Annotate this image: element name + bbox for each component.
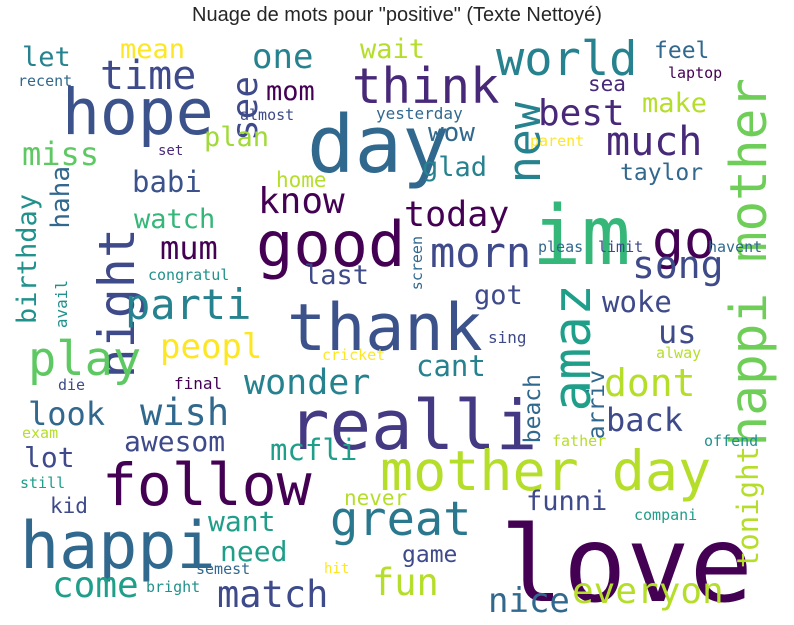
word-wonder: wonder [244,363,371,403]
word-beach: beach [520,374,546,444]
word-day: day [307,99,450,191]
word-follow: follow [102,451,312,519]
word-mother-day: mother day [380,439,712,503]
word-need: need [220,535,288,568]
word-song: song [632,243,724,287]
word-awesom: awesom [124,425,226,458]
word-plan: plan [204,122,270,153]
word-let: let [22,42,71,73]
word-make: make [642,88,708,119]
word-die: die [58,376,86,394]
word-game: game [402,542,458,568]
word-hit: hit [324,561,350,577]
word-bright: bright [146,578,201,596]
word-lot: lot [24,441,75,474]
word-set: set [158,143,184,159]
word-peopl: peopl [160,327,263,367]
word-wish: wish [140,391,230,434]
word-happi: happi [20,509,216,584]
chart-title: Nuage de mots pour "positive" (Texte Net… [192,4,602,26]
word-good: good [256,208,406,281]
word-screen: screen [408,236,426,291]
word-best: best [538,93,625,134]
word-congratul: congratul [148,266,230,284]
word-cloud: love im day realli thank happi hope good follow m… [12,36,784,618]
word-want: want [208,505,276,538]
word-today: today [404,195,510,235]
word-go: go [652,210,716,271]
word-birthday: birthday [12,194,43,325]
word-cricket: cricket [322,346,386,364]
word-sing: sing [488,328,527,347]
word-still: still [20,474,66,492]
word-semest: semest [196,560,251,578]
word-laptop: laptop [668,64,723,82]
word-world: world [496,36,638,87]
word-mom: mom [266,76,315,107]
word-im: im [532,189,631,284]
word-think: think [352,58,500,115]
word-everyon: everyon [572,571,724,612]
word-arriv: arriv [584,370,610,440]
word-much: much [606,119,703,165]
word-wow: wow [428,118,475,148]
word-great: great [330,492,472,547]
word-tonight: tonight [731,446,765,569]
word-play: play [28,332,142,387]
word-babi: babi [132,165,202,199]
word-compani: compani [634,506,698,524]
word-thank: thank [287,291,483,366]
word-havent: havent [708,238,763,256]
word-woke: woke [602,285,672,319]
word-love: love [500,504,753,618]
word-offend: offend [704,432,759,450]
word-come: come [52,565,139,606]
word-fun: fun [372,561,439,604]
word-mean: mean [120,36,186,65]
word-back: back [606,401,684,439]
word-kid: kid [50,494,88,518]
word-alway: alway [656,344,702,362]
word-limit: limit [598,238,644,256]
word-time: time [100,53,197,99]
word-feel: feel [654,38,710,64]
word-yesterday: yesterday [376,104,463,123]
word-last: last [304,260,370,291]
word-avail: avail [52,280,71,329]
word-mcfli: mcfli [270,433,358,467]
word-got: got [474,280,523,311]
word-cant: cant [416,349,486,383]
word-dont: dont [604,361,696,405]
word-wait: wait [360,36,426,65]
word-sea: sea [588,72,626,96]
word-recent: recent [18,72,73,90]
word-home: home [276,168,327,192]
word-look: look [28,395,106,433]
word-glad: glad [422,152,488,183]
word-miss: miss [22,135,100,173]
word-match: match [217,573,329,616]
word-funni: funni [526,486,608,517]
word-parent: parent [530,132,585,150]
word-us: us [658,313,697,351]
word-almost: almost [240,106,295,124]
word-final: final [174,374,223,393]
word-parti: parti [125,280,252,329]
word-exam: exam [22,424,59,442]
word-taylor: taylor [620,160,704,186]
word-never: never [344,486,408,510]
word-know: know [258,181,345,222]
word-haha: haha [46,166,76,229]
word-realli: realli [288,386,538,466]
word-one: one [252,37,314,77]
word-happi-mother: happi mother [720,78,779,447]
word-morn: morn [430,228,532,277]
word-watch: watch [134,204,216,235]
word-nice: nice [488,581,570,618]
word-pleas: pleas [538,238,584,256]
word-mum: mum [160,229,218,267]
word-hope: hope [62,76,214,149]
word-father: father [552,432,607,450]
